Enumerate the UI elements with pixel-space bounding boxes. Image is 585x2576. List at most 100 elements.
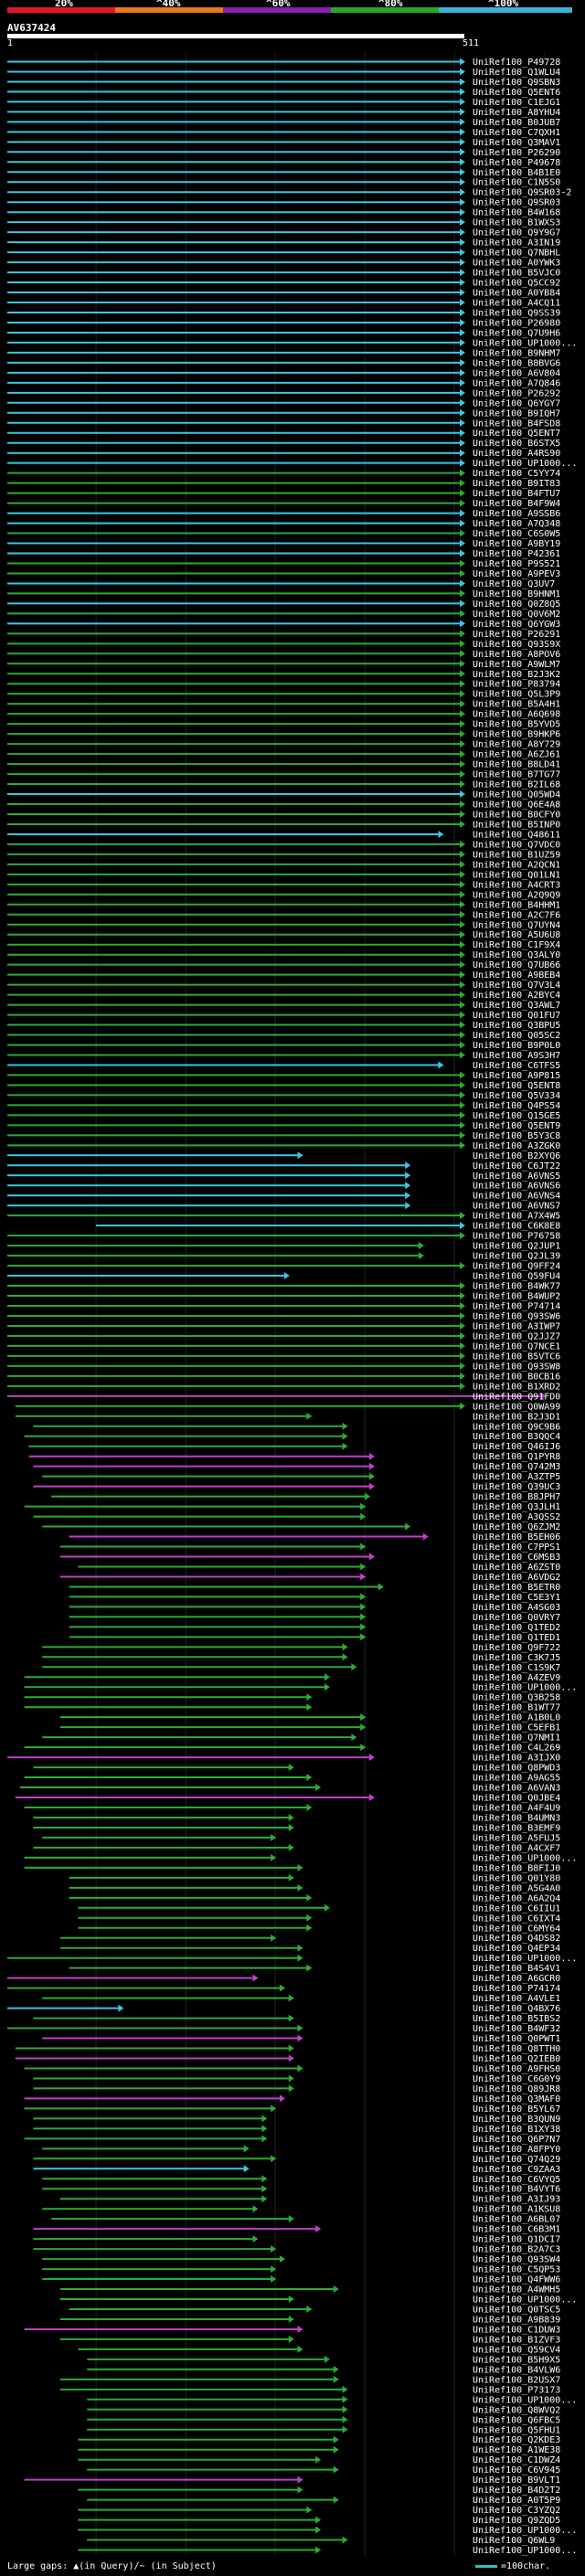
hit-row[interactable]: UniRef100_Q9ZQD5 bbox=[78, 2516, 560, 2526]
hit-label[interactable]: UniRef100_B1ZVF3 bbox=[473, 2335, 560, 2345]
hit-label[interactable]: UniRef100_B9P0L0 bbox=[473, 1041, 560, 1051]
hit-row[interactable]: UniRef100_A8Y729 bbox=[7, 740, 560, 750]
hit-label[interactable]: UniRef100_Q2JJZ7 bbox=[473, 1331, 560, 1341]
hit-row[interactable]: UniRef100_B4W168 bbox=[7, 208, 560, 218]
hit-label[interactable]: UniRef100_A9PEV3 bbox=[473, 569, 560, 579]
hit-row[interactable]: UniRef100_B5H9X5 bbox=[87, 2355, 560, 2365]
hit-label[interactable]: UniRef100_Q91FD0 bbox=[473, 1392, 560, 1402]
hit-row[interactable]: UniRef100_B9P0L0 bbox=[7, 1041, 560, 1051]
hit-label[interactable]: UniRef100_A6VDG2 bbox=[473, 1573, 560, 1583]
hit-row[interactable]: UniRef100_Q4EP34 bbox=[59, 1944, 560, 1954]
hit-label[interactable]: UniRef100_Q15GE5 bbox=[473, 1111, 560, 1121]
hit-row[interactable]: UniRef100_A3IJ93 bbox=[59, 2195, 560, 2205]
hit-row[interactable]: UniRef100_Q01LN1 bbox=[7, 870, 560, 880]
hit-label[interactable]: UniRef100_Q9SS39 bbox=[473, 308, 560, 318]
hit-label[interactable]: UniRef100_B5H9X5 bbox=[473, 2355, 560, 2365]
hit-label[interactable]: UniRef100_Q59CV4 bbox=[473, 2345, 560, 2355]
hit-label[interactable]: UniRef100_C6MY64 bbox=[473, 1924, 560, 1934]
hit-row[interactable]: UniRef100_B4F9W4 bbox=[7, 499, 560, 509]
hit-label[interactable]: UniRef100_Q05WD4 bbox=[473, 790, 560, 800]
hit-label[interactable]: UniRef100_A2QCN1 bbox=[473, 860, 560, 870]
hit-row[interactable]: UniRef100_Q2JL39 bbox=[7, 1252, 560, 1262]
hit-label[interactable]: UniRef100_C1N5S0 bbox=[473, 178, 560, 188]
hit-label[interactable]: UniRef100_P76758 bbox=[473, 1232, 560, 1242]
hit-row[interactable]: UniRef100_Q4PS54 bbox=[7, 1101, 560, 1111]
hit-label[interactable]: UniRef100_B5VTC6 bbox=[473, 1352, 560, 1362]
hit-row[interactable]: UniRef100_Q9SR03 bbox=[7, 198, 560, 208]
hit-row[interactable]: UniRef100_B9HKP6 bbox=[7, 730, 560, 740]
hit-label[interactable]: UniRef100_B1XY38 bbox=[473, 2125, 560, 2135]
hit-row[interactable]: UniRef100_P74714 bbox=[7, 1302, 560, 1312]
hit-label[interactable]: UniRef100_A9AG55 bbox=[473, 1774, 560, 1784]
hit-row[interactable]: UniRef100_A7X4W5 bbox=[7, 1212, 560, 1222]
hit-label[interactable]: UniRef100_A4F4U9 bbox=[473, 1803, 560, 1813]
hit-row[interactable]: UniRef100_A4CRT3 bbox=[7, 880, 560, 890]
hit-label[interactable]: UniRef100_Q89JR8 bbox=[473, 2084, 560, 2094]
hit-row[interactable]: UniRef100_P73173 bbox=[59, 2385, 560, 2395]
hit-row[interactable]: UniRef100_B4B1E0 bbox=[7, 168, 560, 178]
hit-label[interactable]: UniRef100_UP1000... bbox=[473, 1853, 577, 1863]
hit-row[interactable]: UniRef100_C3YZQ2 bbox=[78, 2506, 560, 2516]
hit-row[interactable]: UniRef100_C7QXH1 bbox=[7, 128, 560, 138]
hit-label[interactable]: UniRef100_B4S4V1 bbox=[473, 1964, 560, 1974]
hit-row[interactable]: UniRef100_Q1DCI7 bbox=[33, 2235, 560, 2245]
hit-label[interactable]: UniRef100_A9BY19 bbox=[473, 539, 560, 549]
hit-row[interactable]: UniRef100_B4FTU7 bbox=[7, 489, 560, 499]
hit-label[interactable]: UniRef100_Q4FWW6 bbox=[473, 2275, 560, 2285]
hit-row[interactable]: UniRef100_C6IXT4 bbox=[78, 1913, 560, 1924]
hit-row[interactable]: UniRef100_Q05WD4 bbox=[7, 790, 560, 800]
hit-row[interactable]: UniRef100_B9NHM7 bbox=[7, 348, 560, 358]
hit-row[interactable]: UniRef100_B3QQC4 bbox=[24, 1432, 561, 1442]
hit-row[interactable]: UniRef100_B4D2T2 bbox=[78, 2486, 560, 2496]
hit-row[interactable]: UniRef100_A9P815 bbox=[7, 1071, 560, 1081]
hit-row[interactable]: UniRef100_Q3UV7 bbox=[7, 579, 555, 589]
hit-label[interactable]: UniRef100_Q0WA99 bbox=[473, 1402, 560, 1412]
hit-label[interactable]: UniRef100_Q4EP34 bbox=[473, 1944, 560, 1954]
hit-label[interactable]: UniRef100_A3QSS2 bbox=[473, 1512, 560, 1522]
hit-row[interactable]: UniRef100_B4WK77 bbox=[7, 1282, 560, 1292]
hit-label[interactable]: UniRef100_C3YZQ2 bbox=[473, 2506, 560, 2516]
hit-label[interactable]: UniRef100_Q0VRY7 bbox=[473, 1613, 560, 1623]
hit-label[interactable]: UniRef100_A6VNS5 bbox=[473, 1171, 560, 1182]
hit-label[interactable]: UniRef100_A5FUJ5 bbox=[473, 1833, 560, 1843]
hit-label[interactable]: UniRef100_A5G4A0 bbox=[473, 1883, 560, 1893]
hit-label[interactable]: UniRef100_A9FHS0 bbox=[473, 2064, 560, 2074]
hit-label[interactable]: UniRef100_C5E3Y1 bbox=[473, 1593, 560, 1603]
hit-row[interactable]: UniRef100_Q0V6M2 bbox=[7, 610, 560, 620]
hit-label[interactable]: UniRef100_B5Y3C8 bbox=[473, 1131, 560, 1141]
hit-label[interactable]: UniRef100_Q5CC92 bbox=[473, 279, 560, 289]
hit-row[interactable]: UniRef100_P26291 bbox=[7, 630, 560, 640]
hit-label[interactable]: UniRef100_A2C7F6 bbox=[473, 910, 560, 920]
hit-label[interactable]: UniRef100_B1WT77 bbox=[473, 1703, 560, 1713]
hit-row[interactable]: UniRef100_Q7UB66 bbox=[7, 960, 560, 970]
hit-label[interactable]: UniRef100_A7Q348 bbox=[473, 519, 560, 529]
hit-row[interactable]: UniRef100_Q6E4A8 bbox=[7, 800, 560, 811]
hit-label[interactable]: UniRef100_B5ETR0 bbox=[473, 1583, 560, 1593]
hit-row[interactable]: UniRef100_Q93SW8 bbox=[7, 1362, 560, 1372]
hit-row[interactable]: UniRef100_Q742M3 bbox=[33, 1462, 560, 1472]
hit-row[interactable]: UniRef100_C1DUW3 bbox=[24, 2325, 561, 2335]
hit-label[interactable]: UniRef100_P49728 bbox=[473, 58, 560, 68]
hit-label[interactable]: UniRef100_A7Q846 bbox=[473, 378, 560, 388]
hit-row[interactable]: UniRef100_UP1000... bbox=[7, 338, 577, 348]
hit-row[interactable]: UniRef100_A6BL07 bbox=[51, 2215, 560, 2225]
hit-label[interactable]: UniRef100_B4VLW6 bbox=[473, 2365, 560, 2375]
hit-label[interactable]: UniRef100_B4W168 bbox=[473, 208, 560, 218]
hit-label[interactable]: UniRef100_Q1TED2 bbox=[473, 1623, 560, 1633]
hit-row[interactable]: UniRef100_Q7NCE1 bbox=[7, 1341, 560, 1352]
hit-label[interactable]: UniRef100_C6VYQ5 bbox=[473, 2175, 560, 2185]
hit-label[interactable]: UniRef100_B3EMF9 bbox=[473, 1823, 560, 1833]
hit-label[interactable]: UniRef100_Q6YGW3 bbox=[473, 620, 560, 630]
hit-label[interactable]: UniRef100_P74174 bbox=[473, 1984, 560, 1994]
hit-label[interactable]: UniRef100_Q8TTH0 bbox=[473, 2044, 560, 2054]
hit-row[interactable]: UniRef100_C6B3M1 bbox=[33, 2225, 560, 2235]
hit-row[interactable]: UniRef100_Q0Z8Q5 bbox=[7, 599, 560, 610]
hit-label[interactable]: UniRef100_Q3AWL7 bbox=[473, 1001, 560, 1011]
hit-label[interactable]: UniRef100_B0JUB7 bbox=[473, 118, 560, 128]
hit-label[interactable]: UniRef100_UP1000... bbox=[473, 2546, 577, 2556]
hit-row[interactable]: UniRef100_Q8WVQ2 bbox=[87, 2405, 560, 2415]
hit-row[interactable]: UniRef100_A4CQ11 bbox=[7, 299, 560, 309]
hit-row[interactable]: UniRef100_Q4BX76 bbox=[7, 2004, 560, 2014]
hit-label[interactable]: UniRef100_A4SG03 bbox=[473, 1603, 560, 1613]
hit-label[interactable]: UniRef100_A0YWK3 bbox=[473, 259, 560, 269]
